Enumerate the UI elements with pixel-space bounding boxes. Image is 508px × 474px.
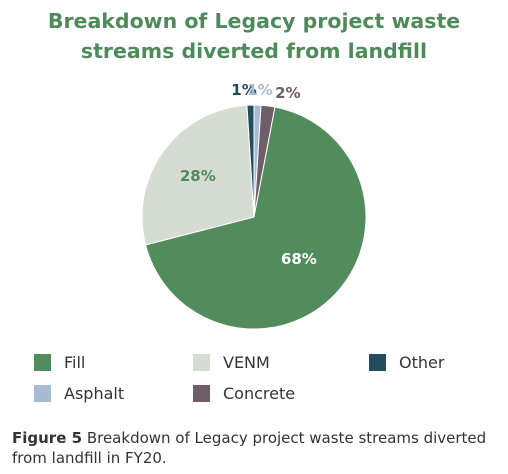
legend-item-concrete: Concrete	[193, 383, 295, 403]
pie-chart: 68%28%1%1% 2%	[141, 81, 367, 330]
figure-caption-text: Breakdown of Legacy project waste stream…	[12, 429, 487, 467]
legend-swatch-fill	[34, 353, 51, 371]
legend-item-asphalt: Asphalt	[34, 383, 124, 403]
pie-label-asphalt: 1%	[247, 81, 272, 99]
legend-item-fill: Fill	[34, 352, 85, 372]
legend-label-fill: Fill	[64, 352, 86, 372]
legend-label-asphalt: Asphalt	[64, 383, 125, 403]
pie-label-fill: 68%	[281, 250, 317, 268]
chart-title-line-2: streams diverted from landfill	[80, 39, 428, 63]
pie-slice-other	[246, 104, 255, 218]
legend-swatch-concrete	[193, 384, 210, 402]
figure-caption: Figure 5 Breakdown of Legacy project was…	[12, 428, 498, 468]
pie-label-concrete: 2%	[275, 84, 300, 102]
legend-item-venm: VENM	[193, 352, 270, 372]
pie-label-other: 1%	[231, 81, 256, 99]
legend-item-other: Other	[369, 352, 444, 372]
pie-slice-fill	[144, 106, 367, 330]
pie-slice-venm	[141, 104, 255, 246]
legend-label-other: Other	[399, 352, 445, 372]
legend-label-concrete: Concrete	[223, 383, 296, 403]
legend-swatch-asphalt	[34, 384, 51, 402]
chart-title-line-1: Breakdown of Legacy project waste	[47, 9, 461, 33]
legend-swatch-venm	[193, 353, 210, 371]
figure-label: Figure 5	[12, 429, 83, 447]
legend-swatch-other	[369, 353, 386, 371]
legend-label-venm: VENM	[223, 352, 270, 372]
chart-title: Breakdown of Legacy project waste stream…	[0, 6, 508, 66]
pie-label-venm: 28%	[180, 167, 216, 185]
